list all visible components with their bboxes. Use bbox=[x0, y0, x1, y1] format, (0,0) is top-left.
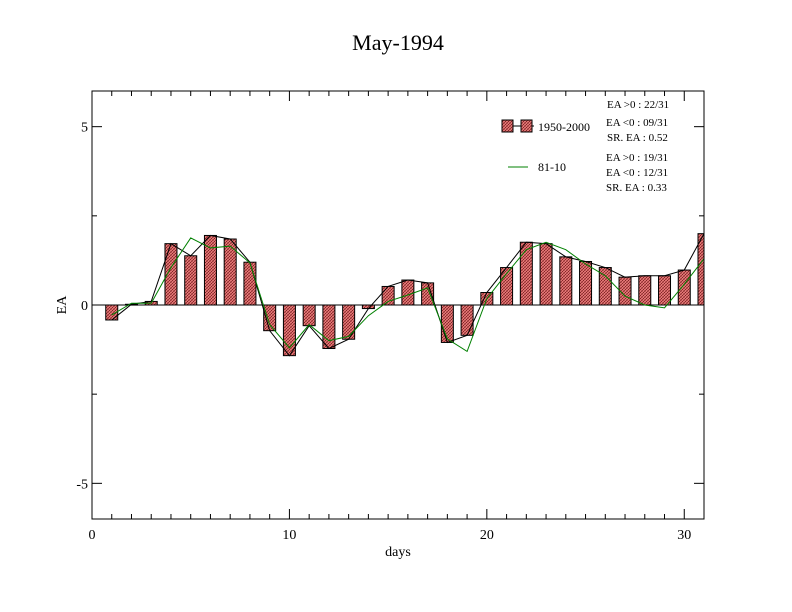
bar-1950-2000-day-5 bbox=[184, 255, 198, 306]
bar-1950-2000-day-29 bbox=[658, 275, 672, 306]
legend-label-1950-2000: 1950-2000 bbox=[538, 120, 590, 134]
legend: 1950-2000 81-10 EA >0 : 22/31 EA <0 : 09… bbox=[501, 99, 669, 194]
bar-1950-2000-day-30 bbox=[677, 269, 691, 306]
stats-81-10-sr: SR. EA : 0.33 bbox=[606, 182, 667, 194]
bar-1950-2000-day-22 bbox=[519, 241, 533, 306]
legend-label-81-10: 81-10 bbox=[538, 160, 566, 174]
legend-bar-swatch-left bbox=[501, 119, 514, 133]
bar-1950-2000-day-7 bbox=[223, 238, 237, 306]
y-tick-label-5: 5 bbox=[81, 121, 88, 136]
bar-1950-2000-day-24 bbox=[559, 256, 573, 306]
y-axis-label: EA bbox=[55, 295, 70, 315]
stats-81-10-positive: EA >0 : 19/31 bbox=[606, 152, 668, 164]
bar-1950-2000-day-15 bbox=[381, 285, 395, 306]
bar-1950-2000-day-19 bbox=[460, 304, 474, 336]
bar-1950-2000-day-18 bbox=[440, 304, 454, 343]
bar-1950-2000-day-13 bbox=[342, 304, 356, 340]
line-81-10 bbox=[111, 237, 705, 353]
bar-1950-2000-day-17 bbox=[421, 282, 435, 306]
bar-1950-2000-day-16 bbox=[401, 279, 415, 306]
chart-title: May-1994 bbox=[352, 30, 444, 55]
line-1950-2000 bbox=[111, 233, 705, 357]
axis-ticks bbox=[91, 91, 705, 519]
bar-1950-2000-day-31 bbox=[697, 233, 705, 306]
tick-labels: 0 10 20 30 -5 0 5 bbox=[76, 121, 691, 543]
x-axis-label: days bbox=[385, 545, 411, 560]
x-tick-label-20: 20 bbox=[480, 528, 494, 543]
x-tick-label-0: 0 bbox=[89, 528, 96, 543]
bar-1950-2000-day-28 bbox=[638, 275, 652, 306]
stats-1950-2000-sr: SR. EA : 0.52 bbox=[607, 132, 668, 144]
bar-1950-2000-day-8 bbox=[243, 261, 257, 306]
x-tick-label-10: 10 bbox=[282, 528, 296, 543]
stats-1950-2000-positive: EA >0 : 22/31 bbox=[607, 99, 669, 111]
plot-area bbox=[92, 233, 705, 357]
bar-1950-2000-day-12 bbox=[322, 304, 336, 350]
bar-1950-2000-day-25 bbox=[579, 260, 593, 306]
stats-1950-2000-negative: EA <0 : 09/31 bbox=[606, 117, 668, 129]
legend-bar-swatch-right bbox=[520, 119, 533, 133]
y-tick-label--5: -5 bbox=[76, 477, 88, 492]
stats-81-10-negative: EA <0 : 12/31 bbox=[606, 167, 668, 179]
bar-1950-2000-day-23 bbox=[539, 243, 553, 306]
x-tick-label-30: 30 bbox=[677, 528, 691, 543]
bar-1950-2000-day-11 bbox=[302, 304, 316, 327]
y-tick-label-0: 0 bbox=[81, 299, 88, 314]
